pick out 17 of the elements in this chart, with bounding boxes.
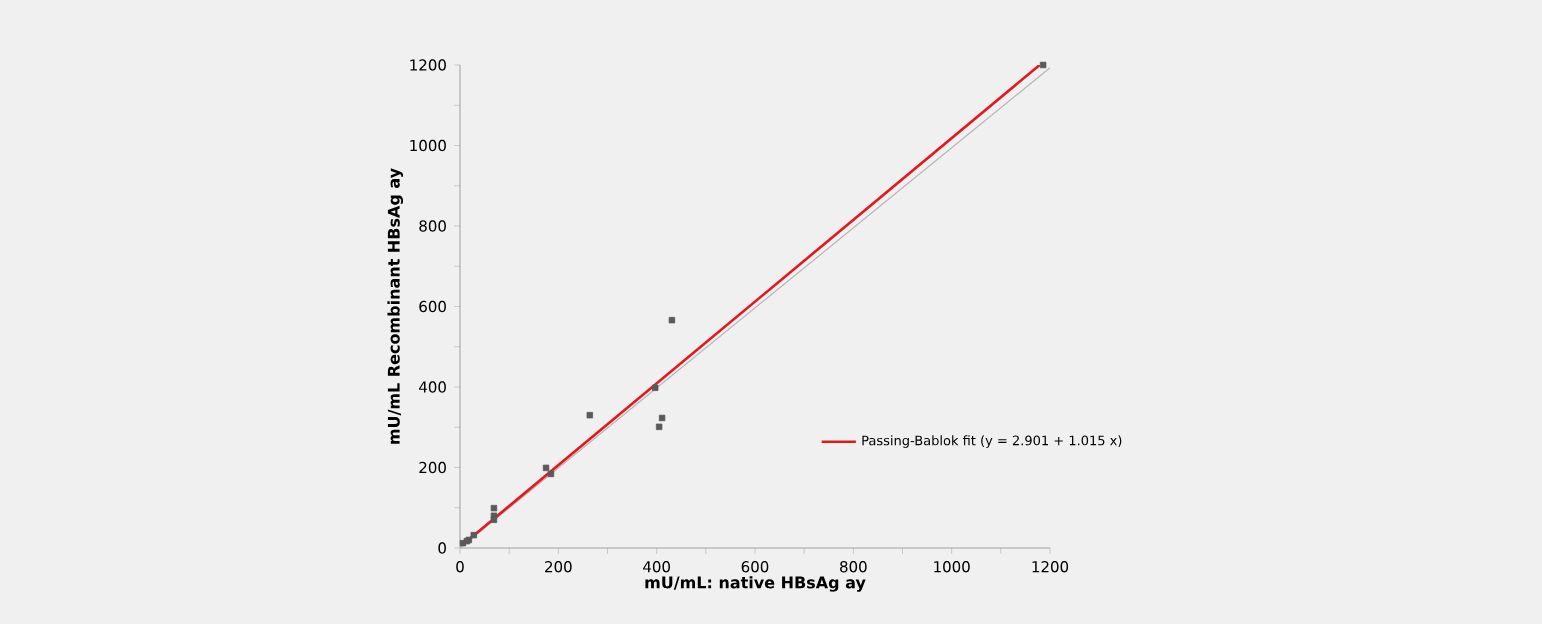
x-tick-label: 800 (840, 561, 867, 573)
x-tick-label: 200 (545, 561, 572, 573)
x-tick-label: 0 (456, 561, 464, 573)
y-tick-label: 1000 (410, 139, 446, 152)
y-tick-label: 1200 (410, 59, 446, 71)
x-tick-label: 1000 (934, 561, 970, 573)
y-tick-label: 200 (419, 461, 446, 474)
y-tick-label: 0 (438, 542, 446, 554)
y-axis-title: mU/mL Recombinant HBsAg ay (387, 168, 404, 444)
x-tick-label: 600 (741, 561, 769, 573)
y-tick-label: 600 (419, 300, 446, 313)
y-tick-label: 400 (419, 381, 446, 393)
x-tick-label: 1200 (1032, 561, 1069, 573)
legend-label: Passing-Bablok fit (y = 2.901 + 1.015 x) (862, 435, 1122, 448)
y-tick-label: 800 (419, 220, 446, 232)
x-tick-label: 400 (643, 561, 670, 573)
x-axis-title: mU/mL: native HBsAg ay (645, 576, 866, 592)
